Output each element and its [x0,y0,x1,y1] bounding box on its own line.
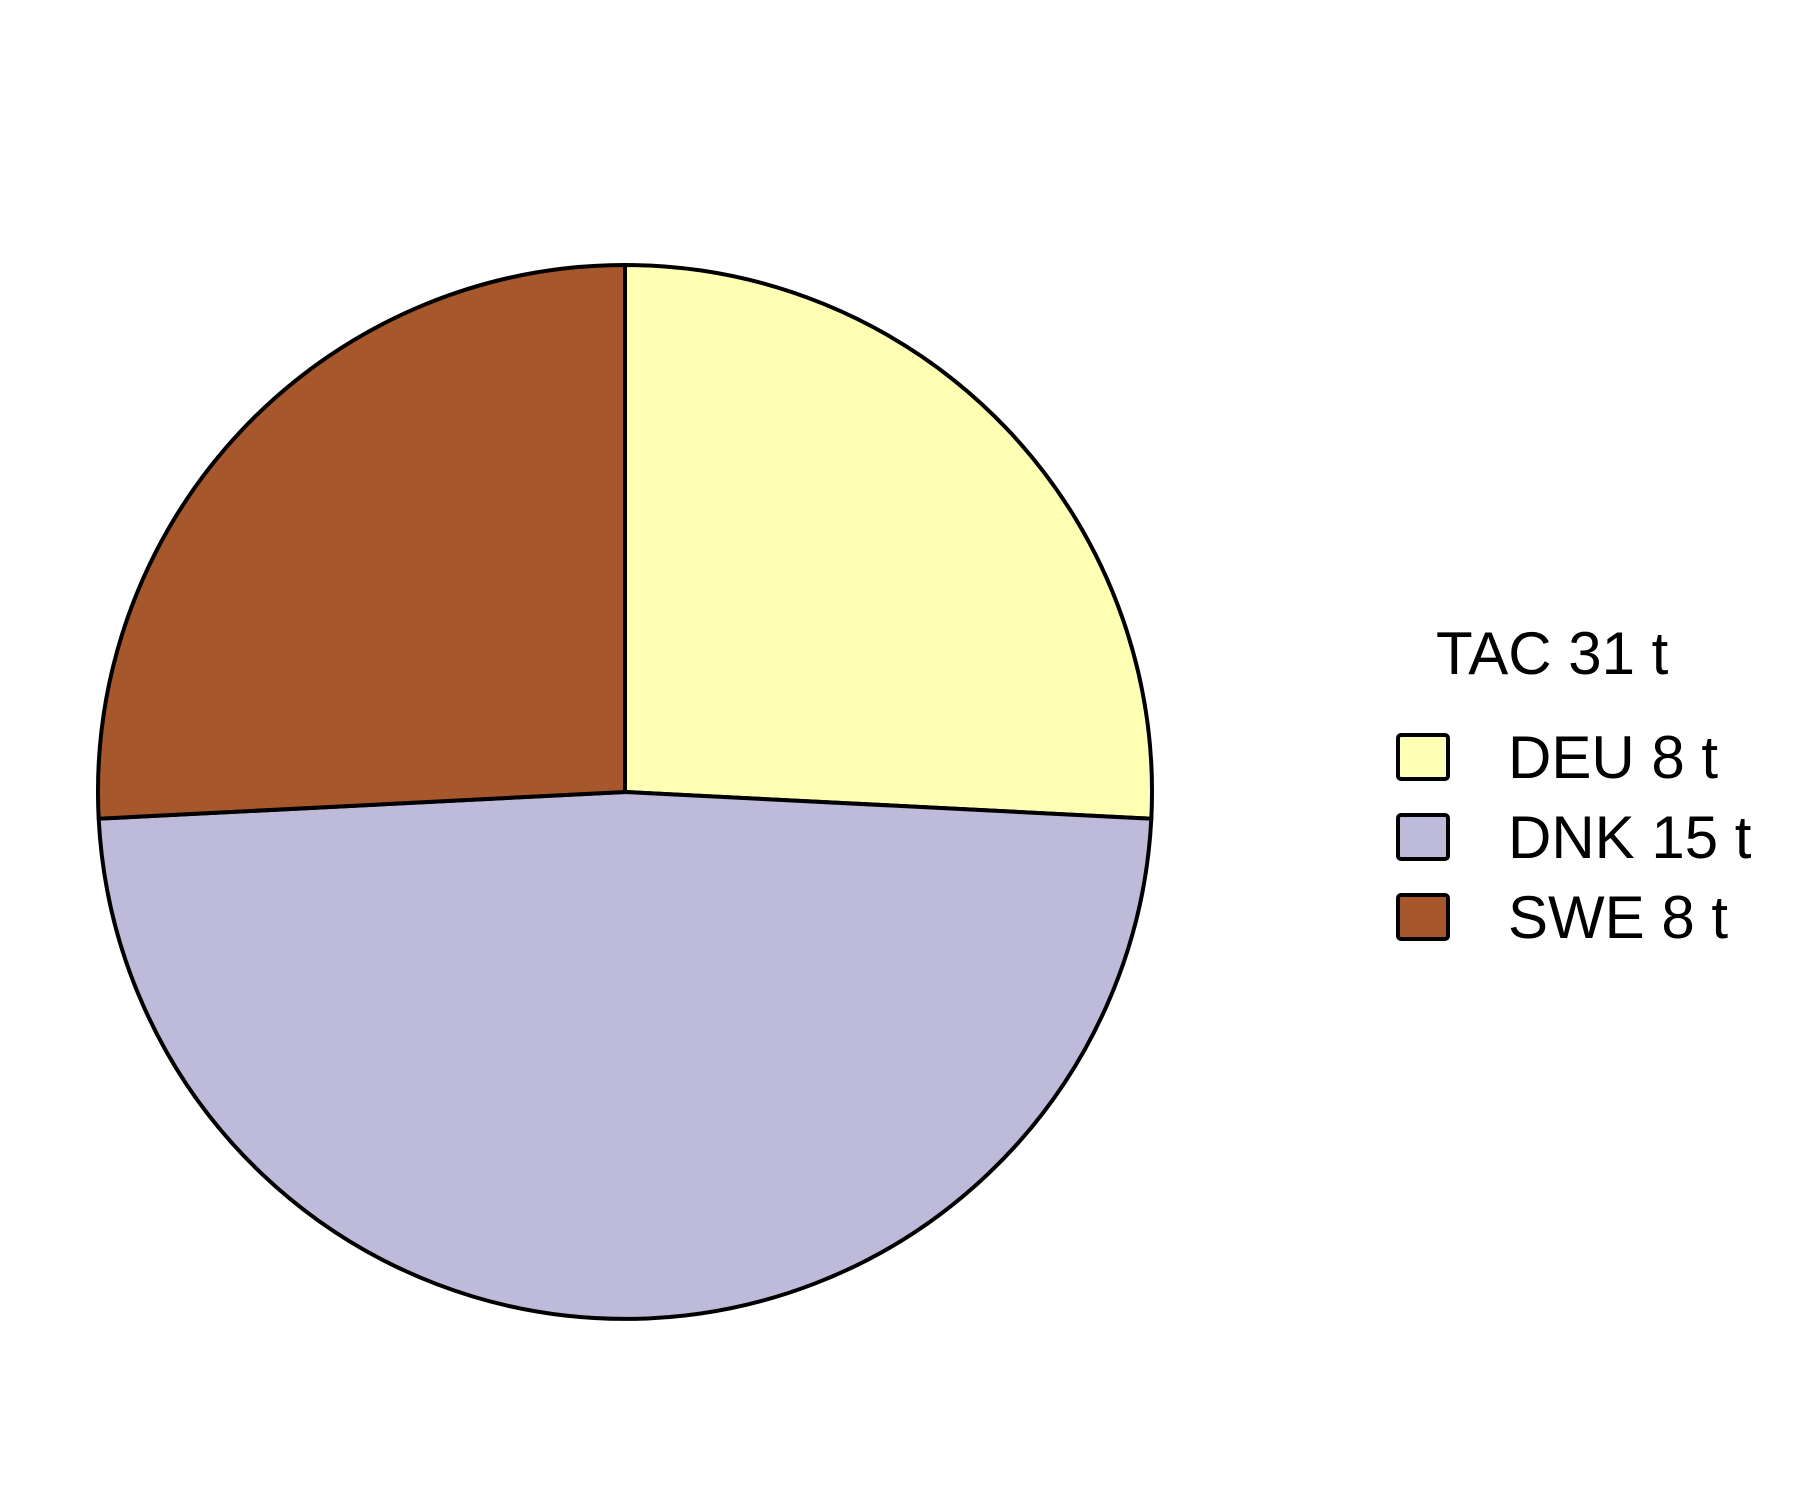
legend-swatch-dnk [1396,813,1450,861]
legend-label-deu: DEU 8 t [1508,724,1718,791]
legend-items: DEU 8 t DNK 15 t SWE 8 t [1396,724,1752,951]
pie-slices [96,263,1154,1321]
pie-slice-swe [96,263,627,821]
pie-slice-deu [623,263,1154,821]
legend-label-swe: SWE 8 t [1508,884,1728,951]
legend: TAC 31 t DEU 8 t DNK 15 t SWE 8 t [1396,620,1752,951]
legend-item-deu: DEU 8 t [1396,724,1718,791]
legend-label-dnk: DNK 15 t [1508,804,1752,871]
legend-item-swe: SWE 8 t [1396,884,1728,951]
legend-title: TAC 31 t [1436,620,1669,687]
legend-item-dnk: DNK 15 t [1396,804,1752,871]
legend-swatch-swe [1396,893,1450,941]
pie-slice-dnk [96,790,1154,1321]
legend-swatch-deu [1396,733,1450,781]
